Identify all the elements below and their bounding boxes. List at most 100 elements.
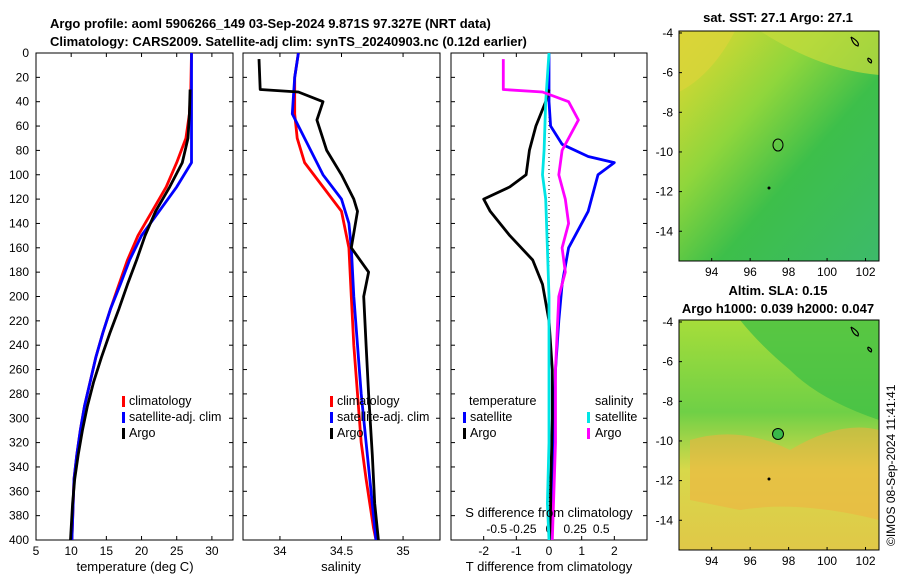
legend-label-argo: Argo: [337, 426, 363, 440]
legend-marker-s-argo: [587, 428, 590, 439]
legend-marker-s-satellite: [587, 412, 590, 423]
depth-tick-label: 280: [9, 387, 29, 401]
x-tick-label: 0: [546, 544, 553, 558]
salinity-series-argo: [257, 59, 380, 540]
legend-label-satellite: satellite-adj. clim: [337, 410, 429, 424]
legend-label-climatology: climatology: [129, 394, 192, 408]
depth-tick-label: 400: [9, 533, 29, 547]
depth-tick-label: 180: [9, 265, 29, 279]
depth-tick-label: 60: [16, 119, 30, 133]
axis-ticks: 0204060801001201401601802002202402602803…: [9, 46, 647, 558]
x-tick-label: 35: [396, 544, 410, 558]
depth-tick-label: 360: [9, 484, 29, 498]
temperature-series-satellite-adj-clim: [70, 53, 193, 540]
temperature-xlabel: temperature (deg C): [76, 559, 193, 574]
x-tick-label: 5: [33, 544, 40, 558]
legend-marker-argo: [330, 428, 333, 439]
sst-map-frame: [678, 30, 880, 262]
map-x-tick-label: 102: [856, 554, 876, 568]
s-difference-tick-label: 0.5: [593, 522, 610, 536]
x-tick-label: -2: [478, 544, 489, 558]
argo-location-marker: [772, 428, 784, 440]
coastline: [850, 326, 873, 353]
salinity-plot-frame: [242, 52, 441, 541]
difference-xlabel: T difference from climatology: [466, 559, 633, 574]
x-tick-label: 10: [64, 544, 78, 558]
legend-title-salinity: salinity: [595, 394, 634, 408]
difference-series-s-satellite: [541, 53, 551, 540]
legend-marker-climatology: [122, 396, 125, 407]
map-x-tick-label: 98: [782, 265, 796, 279]
depth-tick-label: 140: [9, 216, 29, 230]
figure-title-line2: Climatology: CARS2009. Satellite-adj cli…: [50, 34, 527, 49]
map-x-tick-label: 100: [817, 554, 837, 568]
imos-credit: ©IMOS 08-Sep-2024 11:41:41: [884, 384, 898, 546]
depth-tick-label: 320: [9, 436, 29, 450]
sst-map-title: sat. SST: 27.1 Argo: 27.1: [703, 10, 853, 25]
map-y-tick-label: -12: [656, 185, 674, 199]
depth-tick-label: 260: [9, 363, 29, 377]
legend-marker-climatology: [330, 396, 333, 407]
x-tick-label: 1: [578, 544, 585, 558]
map-y-tick-label: -12: [656, 474, 674, 488]
island-marker: [767, 186, 771, 190]
depth-tick-label: 80: [16, 143, 30, 157]
sst-warm-patch: [679, 31, 735, 92]
legend-label-t-argo: Argo: [470, 426, 496, 440]
depth-tick-label: 380: [9, 509, 29, 523]
legend-title-temperature: temperature: [469, 394, 536, 408]
x-tick-label: 2: [611, 544, 618, 558]
map-y-tick-label: -8: [662, 105, 673, 119]
x-tick-label: 34: [273, 544, 287, 558]
sla-low-patch: [740, 320, 879, 420]
difference-legend: temperature satellite Argo salinity sate…: [463, 394, 637, 440]
legend-marker-t-satellite: [463, 412, 466, 423]
salinity-series-climatology: [293, 53, 378, 540]
map-y-tick-label: -14: [656, 224, 674, 238]
map-x-tick-label: 96: [743, 554, 757, 568]
difference-series-t-argo: [482, 89, 554, 540]
map-y-tick-label: -4: [662, 315, 673, 329]
legend-label-s-satellite: satellite: [595, 410, 637, 424]
x-tick-label: 25: [170, 544, 184, 558]
s-difference-tick-label: -0.5: [486, 522, 507, 536]
map-y-tick-label: -10: [656, 434, 674, 448]
depth-tick-label: 100: [9, 168, 29, 182]
depth-tick-label: 340: [9, 460, 29, 474]
map-x-tick-label: 100: [817, 265, 837, 279]
x-tick-label: 34.5: [330, 544, 354, 558]
map-y-tick-label: -14: [656, 513, 674, 527]
legend-marker-t-argo: [463, 428, 466, 439]
salinity-xlabel: salinity: [321, 559, 361, 574]
argo-location-marker: [772, 138, 784, 152]
map-x-tick-label: 98: [782, 554, 796, 568]
map-x-tick-label: 94: [705, 265, 719, 279]
x-tick-label: 30: [205, 544, 219, 558]
legend-marker-satellite: [122, 412, 125, 423]
x-tick-label: 15: [100, 544, 114, 558]
island-marker: [767, 477, 771, 481]
map-x-tick-label: 102: [856, 265, 876, 279]
s-difference-tick-label: 0.25: [563, 522, 587, 536]
sla-high-patch: [690, 427, 879, 520]
sst-warm-patch: [760, 31, 879, 75]
depth-tick-label: 200: [9, 290, 29, 304]
x-tick-label: 20: [135, 544, 149, 558]
legend-marker-argo: [122, 428, 125, 439]
legend-label-argo: Argo: [129, 426, 155, 440]
sla-map-title1: Altim. SLA: 0.15: [729, 283, 828, 298]
s-difference-tick-label: -0.25: [509, 522, 537, 536]
depth-tick-label: 220: [9, 314, 29, 328]
sla-map-title2: Argo h1000: 0.039 h2000: 0.047: [682, 301, 874, 316]
map-y-tick-label: -10: [656, 145, 674, 159]
x-tick-label: -1: [511, 544, 522, 558]
map-y-tick-label: -4: [662, 26, 673, 40]
coastline: [850, 36, 873, 64]
map-y-tick-label: -6: [662, 355, 673, 369]
sla-map: [678, 319, 880, 551]
depth-tick-label: 0: [22, 46, 29, 60]
legend-label-s-argo: Argo: [595, 426, 621, 440]
map-x-tick-label: 96: [743, 265, 757, 279]
legend-label-satellite: satellite-adj. clim: [129, 410, 221, 424]
data-series: [69, 53, 616, 540]
